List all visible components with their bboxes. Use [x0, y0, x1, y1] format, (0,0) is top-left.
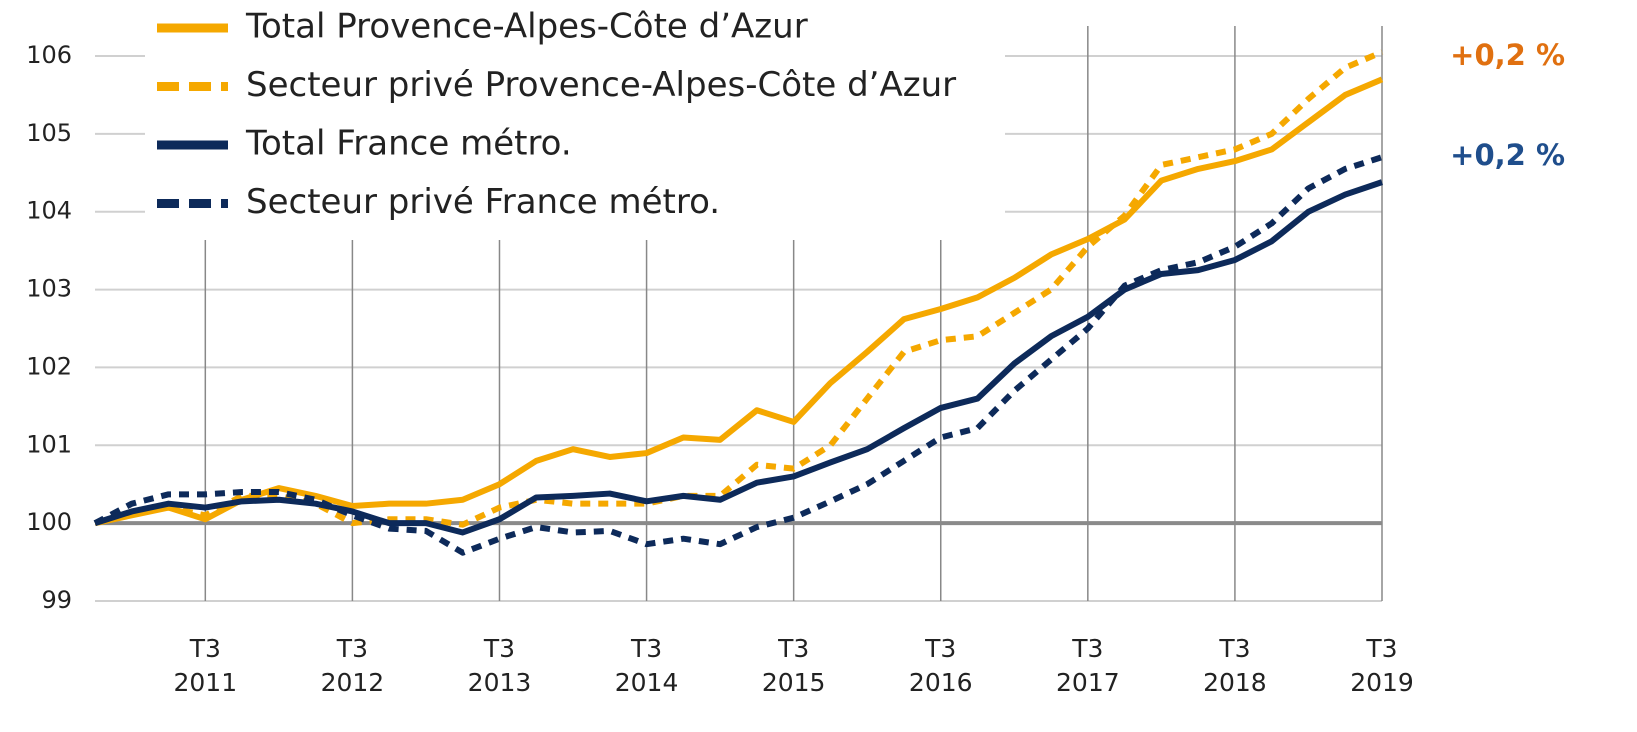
legend-background [145, 0, 1005, 240]
x-tick-label: T3 2013 [467, 634, 532, 697]
y-tick-label: 105 [26, 119, 72, 147]
y-tick-label: 104 [26, 197, 72, 225]
y-tick-label: 99 [41, 586, 72, 614]
y-tick-label: 103 [26, 275, 72, 303]
x-tick-label: T3 2011 [173, 634, 238, 697]
series-line [94, 179, 1383, 536]
y-tick-label: 102 [26, 352, 72, 380]
annotation: +0,2 % [1450, 38, 1565, 72]
x-tick-label: T3 2018 [1203, 634, 1267, 697]
legend-label: Total Provence-Alpes-Côte d’Azur [245, 7, 808, 47]
y-tick-label: 106 [26, 41, 72, 69]
x-tick-label: T3 2016 [908, 634, 973, 697]
x-tick-label: T3 2014 [614, 634, 679, 697]
legend-label: Total France métro. [245, 124, 572, 164]
y-tick-label: 101 [26, 430, 72, 458]
annotation: +0,2 % [1450, 138, 1565, 172]
x-tick-label: T3 2019 [1350, 634, 1414, 697]
x-tick-label: T3 2015 [761, 634, 826, 697]
legend-label: Secteur privé Provence-Alpes-Côte d’Azur [246, 65, 956, 105]
y-tick-label: 100 [26, 508, 72, 536]
x-tick-label: T3 2012 [320, 634, 385, 697]
series-line [94, 76, 1384, 527]
series-line [93, 154, 1383, 556]
x-tick-label: T3 2017 [1056, 634, 1120, 697]
legend-label: Secteur privé France métro. [246, 182, 720, 222]
